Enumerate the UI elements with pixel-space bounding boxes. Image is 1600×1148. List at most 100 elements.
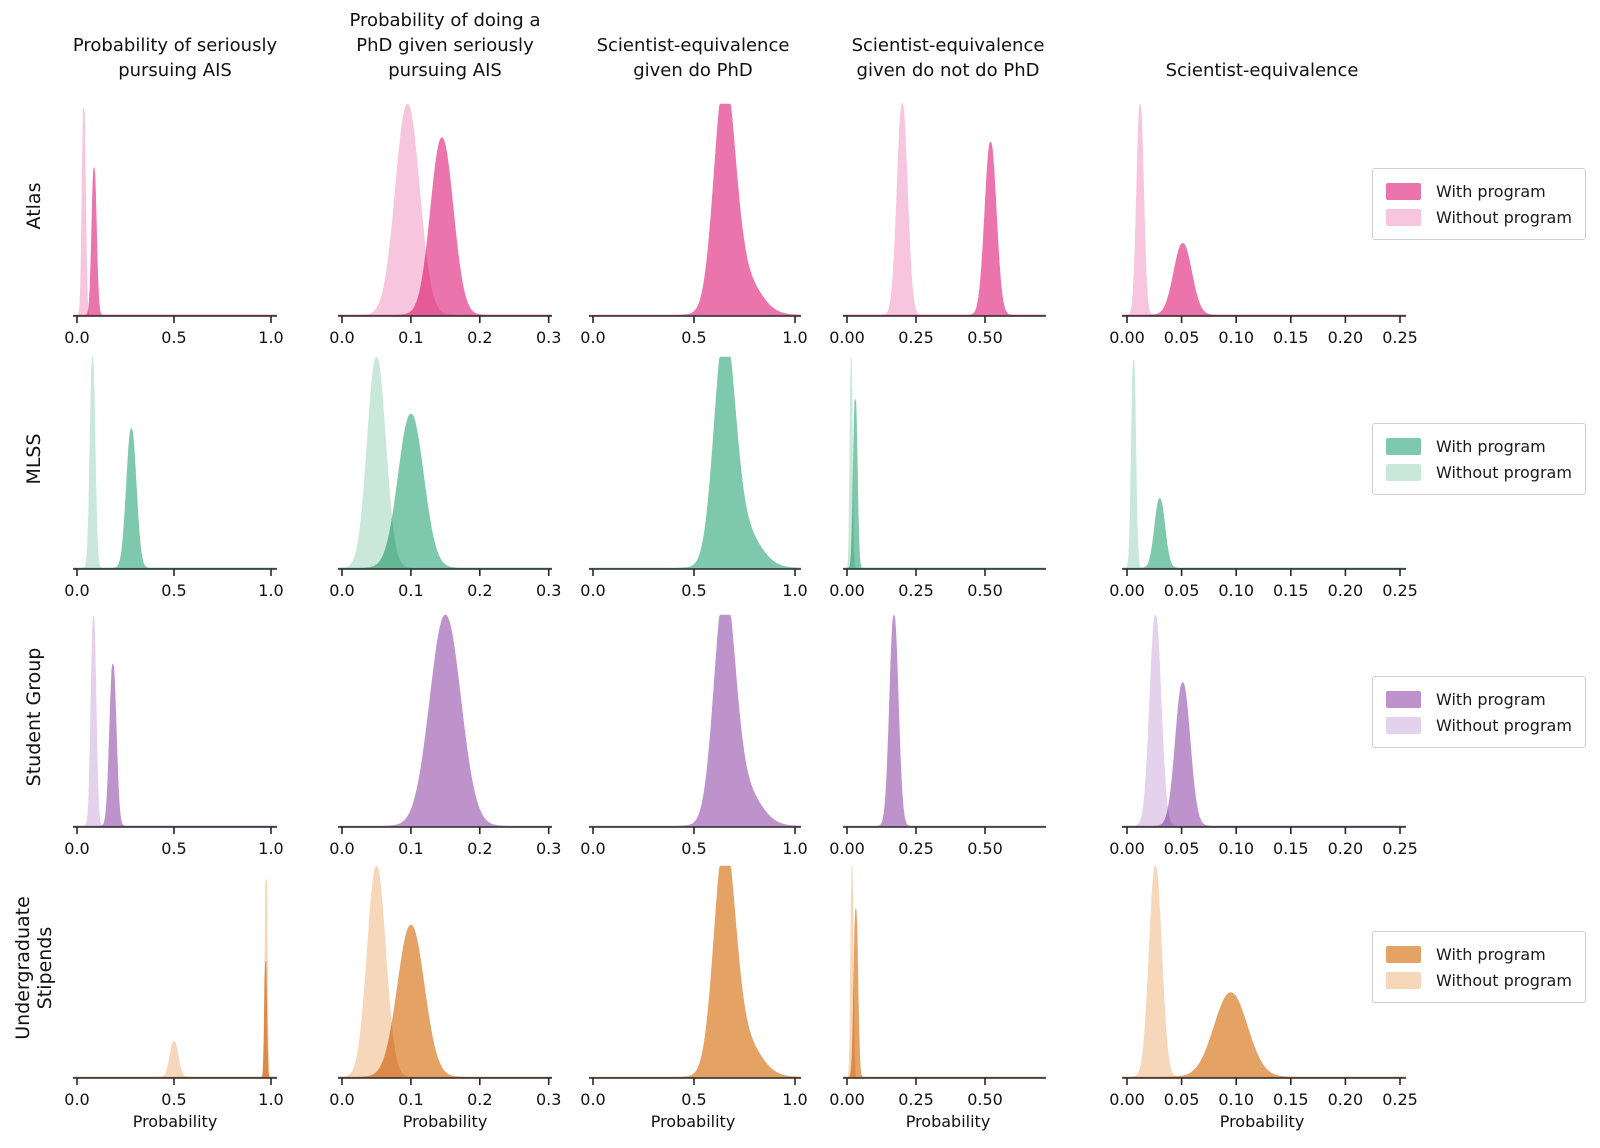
tick-label: 0.5	[161, 839, 186, 858]
legend-entry-with: With program	[1386, 941, 1572, 967]
tick-label: 1.0	[258, 581, 283, 600]
tick-label: 0.25	[1382, 839, 1418, 858]
tick-label: 0.25	[898, 839, 934, 858]
tick-label: 0.10	[1218, 1090, 1254, 1109]
tick-label: 0.0	[329, 581, 354, 600]
tick-label: 0.25	[898, 1090, 934, 1109]
density-without-r3-c1	[73, 616, 277, 827]
tick-label: 0.25	[1382, 581, 1418, 600]
tick-label: 0.50	[967, 328, 1003, 347]
density-with-r3-c1	[73, 663, 277, 827]
tick-label: 0.15	[1273, 839, 1309, 858]
legend-entry-without: Without program	[1386, 204, 1572, 230]
tick-label: 0.5	[681, 328, 706, 347]
tick-label: 0.05	[1164, 839, 1200, 858]
tick-label: 0.0	[580, 328, 605, 347]
legend-entry-without: Without program	[1386, 967, 1572, 993]
legend-swatch-without	[1386, 971, 1421, 989]
tick-label: 0.0	[329, 328, 354, 347]
density-without-r1-c4	[843, 102, 1046, 316]
x-axis-label-2: Probability	[402, 1112, 488, 1131]
tick-label: 0.1	[398, 1090, 423, 1109]
x-axis-label-1: Probability	[132, 1112, 218, 1131]
tick-label: 0.15	[1273, 1090, 1309, 1109]
legend-label-with: With program	[1436, 181, 1546, 201]
tick-label: 0.0	[580, 1090, 605, 1109]
tick-label: 1.0	[782, 1090, 807, 1109]
legend-swatch-without	[1386, 208, 1421, 226]
tick-label: 0.25	[898, 581, 934, 600]
tick-label: 0.15	[1273, 328, 1309, 347]
tick-label: 0.0	[64, 839, 89, 858]
tick-label: 0.5	[161, 1090, 186, 1109]
legend-entry-with: With program	[1386, 433, 1572, 459]
density-with-r2-c5	[1122, 498, 1406, 569]
density-with-r1-c5	[1122, 242, 1406, 316]
row-label-student-group: Student Group	[23, 647, 45, 787]
density-with-r4-c3	[589, 865, 802, 1078]
tick-label: 0.5	[681, 839, 706, 858]
density-without-r1-c1	[73, 107, 277, 316]
legend-entry-without: Without program	[1386, 459, 1572, 485]
x-axis-label-3: Probability	[650, 1112, 736, 1131]
tick-label: 0.1	[398, 328, 423, 347]
density-with-r2-c1	[73, 427, 277, 569]
tick-label: 0.3	[536, 328, 561, 347]
legend-label-without: Without program	[1436, 715, 1572, 735]
column-title-5: Scientist-equivalence	[1165, 60, 1359, 81]
tick-label: 0.20	[1328, 328, 1364, 347]
tick-label: 1.0	[782, 328, 807, 347]
tick-label: 0.0	[64, 581, 89, 600]
tick-label: 0.05	[1164, 581, 1200, 600]
density-without-r3-c5	[1122, 615, 1406, 827]
tick-label: 0.50	[967, 1090, 1003, 1109]
tick-label: 0.10	[1218, 839, 1254, 858]
tick-label: 0.2	[467, 839, 492, 858]
tick-label: 0.0	[580, 581, 605, 600]
legend-label-with: With program	[1436, 944, 1546, 964]
density-without-r2-c2	[338, 356, 552, 569]
row-label-atlas: Atlas	[23, 182, 45, 230]
legend-label-without: Without program	[1436, 462, 1572, 482]
tick-label: 0.00	[829, 328, 865, 347]
tick-label: 0.50	[967, 581, 1003, 600]
density-without-r4-c4	[843, 866, 1046, 1078]
density-without-r4-c1	[73, 879, 277, 1078]
legend-mlss: With program Without program	[1372, 423, 1586, 495]
legend-label-with: With program	[1436, 436, 1546, 456]
legend-label-with: With program	[1436, 689, 1546, 709]
column-title-1: Probability of seriously pursuing AIS	[72, 35, 278, 81]
tick-label: 0.05	[1164, 328, 1200, 347]
density-with-r1-c4	[843, 141, 1046, 316]
tick-label: 0.00	[829, 581, 865, 600]
tick-label: 1.0	[258, 839, 283, 858]
legend-swatch-with	[1386, 437, 1421, 455]
tick-label: 0.0	[64, 328, 89, 347]
tick-label: 0.2	[467, 1090, 492, 1109]
tick-label: 0.25	[1382, 328, 1418, 347]
tick-label: 1.0	[258, 328, 283, 347]
column-title-3: Scientist-equivalence given do PhD	[596, 35, 790, 81]
tick-label: 0.5	[161, 328, 186, 347]
legend-swatch-with	[1386, 182, 1421, 200]
density-with-r3-c2	[338, 614, 552, 827]
legend-entry-without: Without program	[1386, 712, 1572, 738]
tick-label: 0.1	[398, 581, 423, 600]
x-axis-label-4: Probability	[905, 1112, 991, 1131]
column-title-4: Scientist-equivalence given do not do Ph…	[851, 35, 1045, 81]
density-with-r2-c4	[843, 399, 1046, 569]
legend-atlas: With program Without program	[1372, 168, 1586, 240]
legend-swatch-with	[1386, 690, 1421, 708]
x-axis-label-5: Probability	[1219, 1112, 1305, 1131]
tick-label: 0.5	[681, 1090, 706, 1109]
tick-label: 0.05	[1164, 1090, 1200, 1109]
tick-label: 0.0	[329, 1090, 354, 1109]
legend-label-without: Without program	[1436, 970, 1572, 990]
tick-label: 0.10	[1218, 581, 1254, 600]
tick-label: 0.0	[329, 839, 354, 858]
density-without-r4-c2	[338, 865, 552, 1078]
density-with-r2-c3	[589, 356, 802, 569]
tick-label: 1.0	[258, 1090, 283, 1109]
tick-label: 0.50	[967, 839, 1003, 858]
